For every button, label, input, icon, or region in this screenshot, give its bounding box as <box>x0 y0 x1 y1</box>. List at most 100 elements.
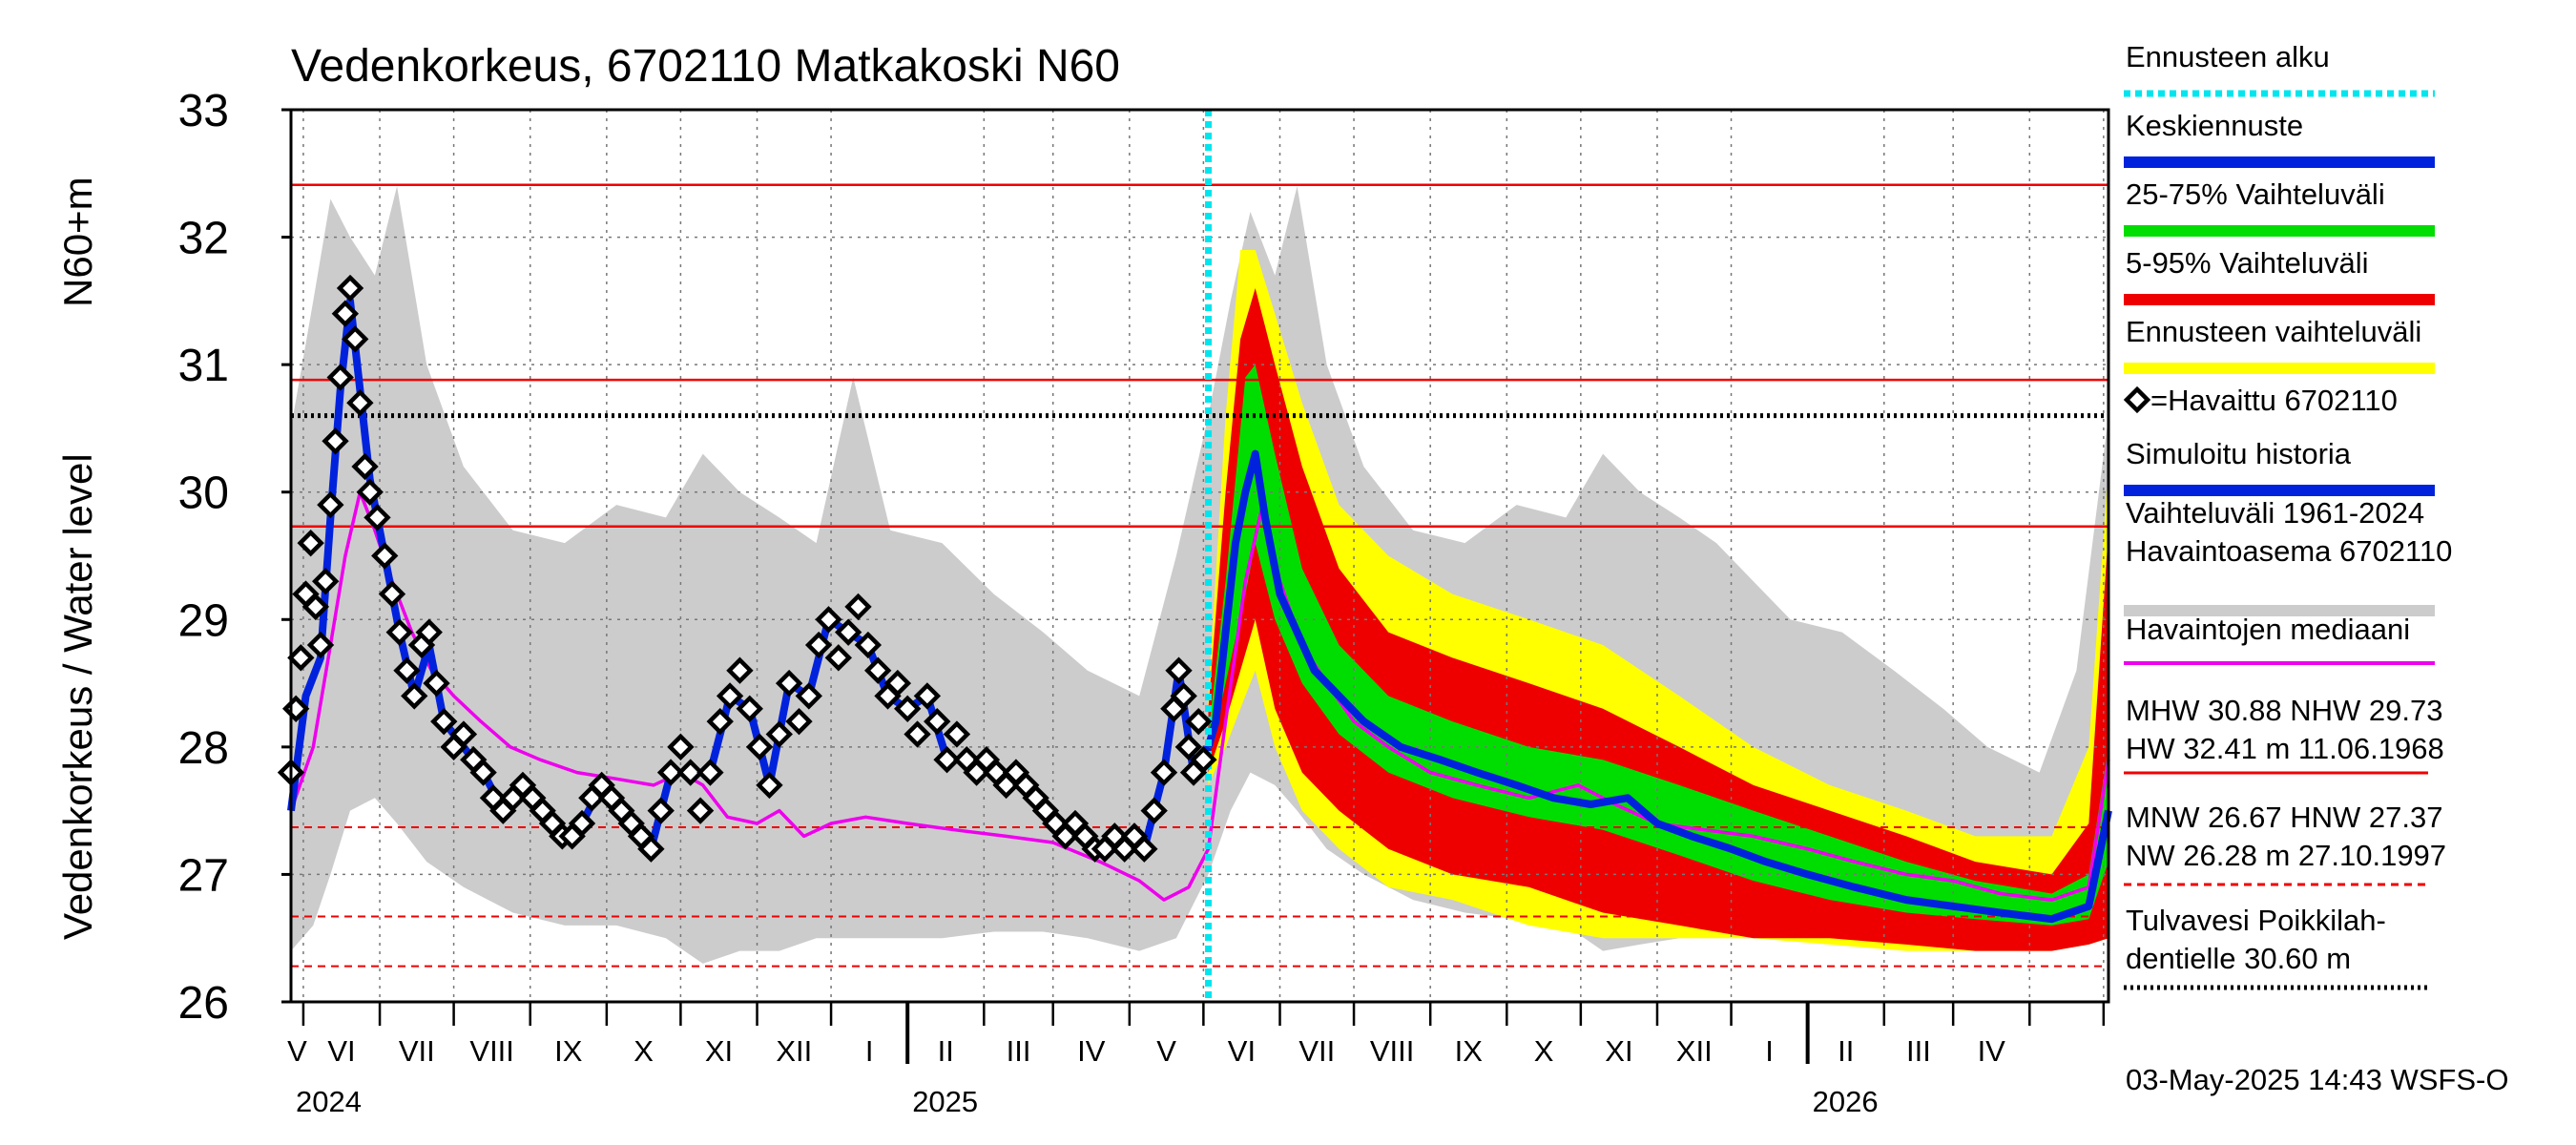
y-axis-unit-label: N60+m <box>55 177 100 307</box>
stats-line-1: MHW 30.88 NHW 29.73 <box>2126 694 2443 727</box>
observed-marker <box>1185 707 1213 736</box>
month-label: VII <box>399 1034 435 1068</box>
observed-marker <box>765 720 793 748</box>
observed-marker <box>1165 656 1193 684</box>
observed-marker <box>449 720 478 748</box>
observed-marker <box>667 733 695 761</box>
observed-marker <box>716 682 744 710</box>
y-tick-label: 31 <box>178 341 229 391</box>
observed-marker <box>287 644 315 672</box>
month-label: VI <box>1228 1034 1256 1068</box>
observed-marker <box>785 707 813 736</box>
legend-label: Ennusteen vaihteluväli <box>2126 315 2421 348</box>
observed-marker <box>423 669 450 697</box>
observed-marker <box>924 707 951 736</box>
y-tick-label: 28 <box>178 723 229 774</box>
range-bands <box>291 186 2109 964</box>
observed-marker <box>306 631 335 659</box>
month-label: II <box>938 1034 954 1068</box>
month-label: XII <box>776 1034 812 1068</box>
observed-marker <box>568 809 596 838</box>
year-label: 2025 <box>912 1085 978 1118</box>
month-label: XI <box>1605 1034 1632 1068</box>
stats-line-2: HW 32.41 m 11.06.1968 <box>2126 732 2444 765</box>
y-tick-label: 26 <box>178 978 229 1029</box>
observed-marker <box>312 568 340 595</box>
month-label: I <box>1765 1034 1774 1068</box>
stats-line-4: NW 26.28 m 27.10.1997 <box>2126 839 2446 872</box>
observed-marker <box>834 618 862 646</box>
observed-marker <box>1140 797 1168 824</box>
reference-lines <box>291 183 2109 968</box>
observed-marker <box>943 720 971 748</box>
y-tick-label: 33 <box>178 86 229 136</box>
grid-lines <box>291 110 2109 1002</box>
year-label: 2024 <box>296 1085 362 1118</box>
observed-marker <box>1174 733 1203 761</box>
observed-marker <box>775 669 803 697</box>
observed-marker <box>326 364 354 391</box>
observed-marker <box>469 759 497 786</box>
chart-title: Vedenkorkeus, 6702110 Matkakoski N60 <box>291 41 1120 92</box>
observed-marker <box>647 797 675 824</box>
observed-marker <box>676 759 704 786</box>
observed-marker <box>844 593 872 621</box>
month-label: I <box>865 1034 874 1068</box>
observed-marker <box>745 733 774 761</box>
observed-marker <box>804 631 833 659</box>
range-25-75-band <box>1208 364 2109 926</box>
observed-marker <box>322 427 349 455</box>
observed-marker <box>933 746 961 774</box>
y-tick-label: 29 <box>178 595 229 646</box>
observed-marker <box>346 389 374 417</box>
legend-label: Havaintojen mediaani <box>2126 613 2410 646</box>
observed-marker <box>696 759 724 786</box>
observed-marker <box>656 759 685 786</box>
legend-label: Vaihteluväli 1961-2024 <box>2126 496 2424 530</box>
month-label: IV <box>1978 1034 2006 1068</box>
observed-marker <box>1150 759 1178 786</box>
observed-marker <box>1170 682 1197 710</box>
median-line <box>289 489 2110 902</box>
month-label: XII <box>1676 1034 1713 1068</box>
month-label: IX <box>554 1034 583 1068</box>
month-label: X <box>634 1034 654 1068</box>
observed-marker <box>301 593 330 621</box>
observed-marker <box>364 504 391 531</box>
legend-label: 5-95% Vaihteluväli <box>2126 246 2368 280</box>
month-label: XI <box>705 1034 733 1068</box>
y-tick-label: 32 <box>178 214 229 264</box>
observed-marker <box>637 835 665 863</box>
observed-marker <box>297 529 324 557</box>
year-label: 2026 <box>1813 1085 1879 1118</box>
observed-marker <box>317 490 344 519</box>
month-label: VII <box>1298 1034 1335 1068</box>
legend-label: 25-75% Vaihteluväli <box>2126 177 2385 211</box>
observed-marker <box>415 618 443 646</box>
legend-label: Simuloitu historia <box>2126 437 2352 470</box>
observed-marker <box>686 797 715 824</box>
observed-marker <box>371 542 399 570</box>
observed-marker <box>824 644 853 672</box>
plot-frame <box>289 108 2110 1004</box>
observed-marker <box>756 771 783 800</box>
stats-line-3: MNW 26.67 HNW 27.37 <box>2126 801 2443 834</box>
observed-marker <box>351 452 379 481</box>
observed-marker <box>430 707 458 736</box>
month-label: III <box>1906 1034 1931 1068</box>
flood-label-line-1: Tulvavesi Poikkilah- <box>2126 904 2386 937</box>
observed-marker <box>356 478 384 506</box>
month-label: VI <box>327 1034 355 1068</box>
observed-marker <box>883 669 912 697</box>
month-label: V <box>1156 1034 1176 1068</box>
footer-timestamp: 03-May-2025 14:43 WSFS-O <box>2126 1063 2508 1096</box>
month-label: IV <box>1077 1034 1106 1068</box>
legend: Ennusteen alku Keskiennuste 25-75% Vaihtel… <box>2123 40 2452 665</box>
month-label: VIII <box>469 1034 514 1068</box>
observed-marker <box>864 656 892 684</box>
mean-forecast-line <box>1204 449 2112 924</box>
observed-marker <box>385 618 413 646</box>
legend-label: =Havaittu 6702110 <box>2150 384 2398 417</box>
